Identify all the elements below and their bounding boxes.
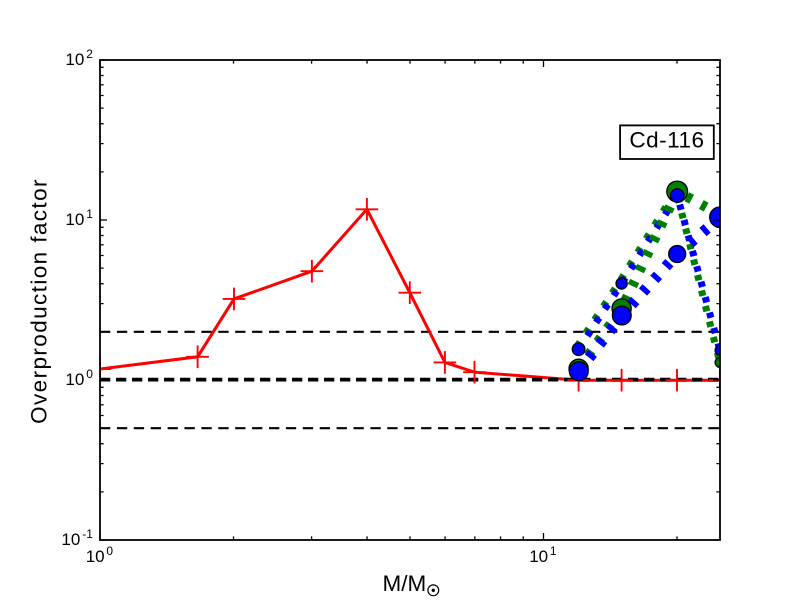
svg-text:1: 1: [86, 207, 93, 221]
svg-text:10: 10: [65, 210, 84, 229]
svg-text:1: 1: [550, 544, 557, 558]
svg-text:2: 2: [86, 47, 93, 61]
svg-text:10: 10: [86, 547, 105, 566]
svg-text:Cd-116: Cd-116: [629, 128, 704, 153]
svg-text:0: 0: [86, 367, 93, 381]
svg-text:10: 10: [65, 50, 84, 69]
svg-text:Overproduction factor: Overproduction factor: [27, 178, 52, 424]
svg-text:0: 0: [106, 544, 113, 558]
svg-text:-1: -1: [82, 527, 93, 541]
svg-text:M/M: M/M: [383, 571, 427, 596]
svg-text:10: 10: [61, 530, 80, 549]
svg-text:10: 10: [529, 547, 548, 566]
svg-text:10: 10: [65, 370, 84, 389]
